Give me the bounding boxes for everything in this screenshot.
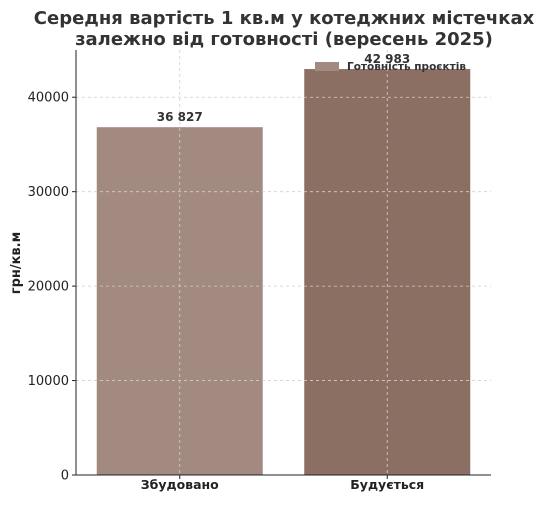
x-ticks: Збудовано Будується xyxy=(141,475,424,492)
bars xyxy=(96,69,471,476)
data-label-0: 36 827 xyxy=(157,110,203,124)
y-tick-label-1: 10000 xyxy=(28,374,69,389)
axes xyxy=(75,50,491,476)
chart-title-line-1: Середня вартість 1 кв.м у котеджних міст… xyxy=(34,8,535,29)
y-tick-label-2: 20000 xyxy=(28,280,69,295)
chart-title-line-2: залежно від готовності (вересень 2025) xyxy=(75,29,493,50)
x-tick-label-1: Будується xyxy=(350,477,424,492)
legend-swatch xyxy=(315,62,339,71)
y-axis-label: грн/кв.м xyxy=(9,232,24,294)
y-ticks: 0 10000 20000 30000 40000 xyxy=(28,91,76,484)
y-tick-label-4: 40000 xyxy=(28,91,69,106)
y-tick-label-0: 0 xyxy=(61,469,69,484)
data-labels: 36 827 42 983 xyxy=(157,52,410,124)
data-label-1: 42 983 xyxy=(364,52,410,66)
grid xyxy=(76,50,491,475)
legend: Готовність проєктів xyxy=(315,61,466,73)
legend-label: Готовність проєктів xyxy=(347,61,466,73)
y-tick-label-3: 30000 xyxy=(28,185,69,200)
x-tick-label-0: Збудовано xyxy=(141,477,219,492)
